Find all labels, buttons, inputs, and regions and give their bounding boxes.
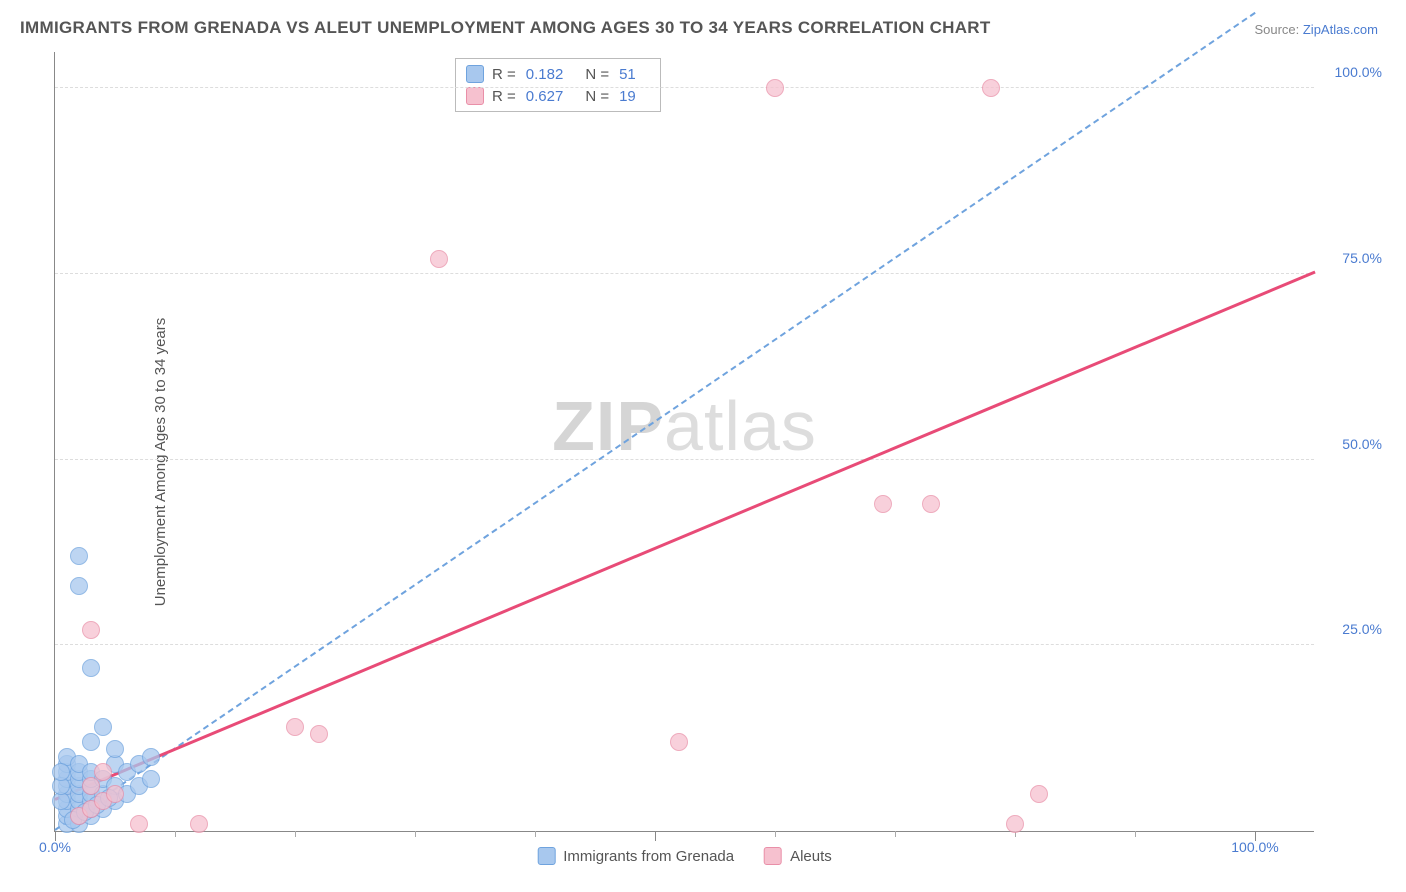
data-point [430,250,448,268]
x-tick-minor [415,831,416,837]
gridline-h [55,273,1314,274]
x-tick-minor [295,831,296,837]
n-value-2: 19 [619,88,636,105]
data-point [874,495,892,513]
data-point [286,718,304,736]
watermark: ZIPatlas [552,386,817,466]
data-point [982,79,1000,97]
data-point [82,777,100,795]
data-point [94,718,112,736]
source-link[interactable]: ZipAtlas.com [1303,22,1378,37]
correlation-legend: R = 0.182 N = 51 R = 0.627 N = 19 [455,58,661,112]
y-tick-label: 100.0% [1335,64,1382,80]
plot-area: ZIPatlas R = 0.182 N = 51 R = 0.627 N = … [54,52,1314,832]
legend-row-series-1: R = 0.182 N = 51 [466,63,650,85]
legend-item-2: Aleuts [764,847,832,865]
r-value-1: 0.182 [526,66,564,83]
x-tick-major [655,831,656,841]
chart-container: Unemployment Among Ages 30 to 34 years Z… [54,52,1394,872]
data-point [82,621,100,639]
trend-line [54,12,1255,831]
data-point [142,748,160,766]
data-point [82,733,100,751]
legend-item-1: Immigrants from Grenada [537,847,734,865]
data-point [106,785,124,803]
data-point [766,79,784,97]
legend-row-series-2: R = 0.627 N = 19 [466,85,650,107]
series-legend: Immigrants from Grenada Aleuts [537,847,832,865]
data-point [82,659,100,677]
r-label: R = [492,66,516,83]
data-point [1006,815,1024,833]
data-point [1030,785,1048,803]
n-label: N = [585,88,609,105]
x-tick-minor [535,831,536,837]
data-point [310,725,328,743]
source-attribution: Source: ZipAtlas.com [1254,22,1378,37]
gridline-h [55,459,1314,460]
series-1-name: Immigrants from Grenada [563,848,734,865]
data-point [190,815,208,833]
x-tick-minor [775,831,776,837]
swatch-series-1 [466,65,484,83]
n-label: N = [585,66,609,83]
x-tick-label: 0.0% [39,839,71,855]
y-tick-label: 50.0% [1342,436,1382,452]
data-point [94,763,112,781]
r-label: R = [492,88,516,105]
y-tick-label: 25.0% [1342,621,1382,637]
x-tick-label: 100.0% [1231,839,1278,855]
swatch-series-2 [466,87,484,105]
gridline-h [55,644,1314,645]
y-tick-label: 75.0% [1342,250,1382,266]
source-prefix: Source: [1254,22,1302,37]
r-value-2: 0.627 [526,88,564,105]
gridline-h [55,87,1314,88]
trend-line [54,271,1315,801]
x-tick-minor [895,831,896,837]
n-value-1: 51 [619,66,636,83]
swatch-series-2 [764,847,782,865]
swatch-series-1 [537,847,555,865]
data-point [70,577,88,595]
data-point [130,815,148,833]
data-point [142,770,160,788]
x-tick-minor [1135,831,1136,837]
series-2-name: Aleuts [790,848,832,865]
data-point [922,495,940,513]
data-point [106,740,124,758]
chart-title: IMMIGRANTS FROM GRENADA VS ALEUT UNEMPLO… [20,18,991,38]
data-point [70,547,88,565]
data-point [52,763,70,781]
x-tick-minor [175,831,176,837]
data-point [670,733,688,751]
